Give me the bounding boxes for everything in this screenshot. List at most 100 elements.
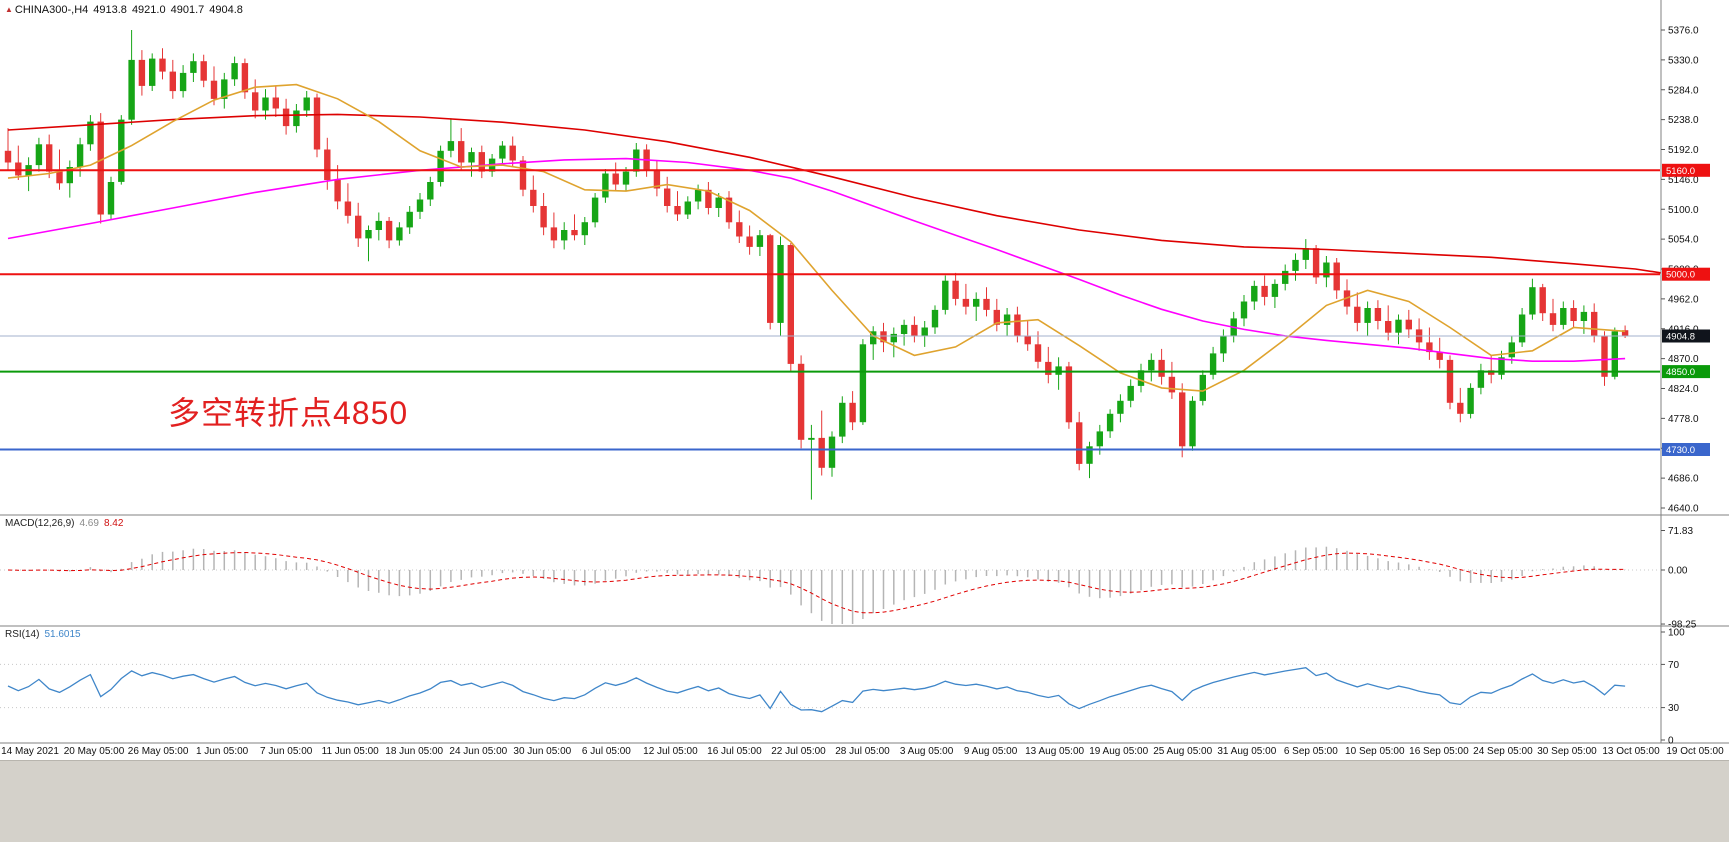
candle [1385,321,1392,333]
axis-tick-label: 5376.0 [1668,26,1699,37]
candle [1096,431,1103,447]
candle [550,227,558,241]
candle [128,59,135,120]
candle [241,63,249,93]
candle [1271,283,1279,297]
svg-text:5000.0: 5000.0 [1666,270,1695,281]
svg-text:4904.8: 4904.8 [1666,332,1695,343]
candle [674,206,681,215]
axis-tick-label: 4778.0 [1668,414,1699,425]
axis-tick-label: 100 [1668,628,1685,639]
time-label: 19 Oct 05:00 [1666,746,1724,757]
candle [1333,262,1340,291]
axis-tick-label: 4686.0 [1668,474,1699,485]
time-label: 10 Sep 05:00 [1345,746,1405,757]
ohlc-low-value: 4901.7 [170,4,205,16]
price-level-tag [1662,365,1710,379]
candle [200,61,207,81]
candle [911,324,918,336]
symbol-timeframe-label: CHINA300-,H4 [14,4,89,16]
candle [1076,422,1083,464]
candle [15,162,22,176]
axis-tick-label: 5146.0 [1668,175,1699,186]
time-label: 7 Jun 05:00 [260,746,313,757]
candle [499,145,506,159]
candle [1395,319,1402,333]
candle [828,436,836,468]
rsi-name-label: RSI(14) [5,629,40,640]
candle [107,182,115,215]
candle [138,59,146,86]
axis-tick-label: 5330.0 [1668,55,1699,66]
candle [1364,308,1371,323]
candle [355,215,362,239]
candle [4,150,12,163]
macd-signal-value: 8.42 [103,518,124,529]
candle [756,235,764,247]
candle [1199,374,1206,401]
candle [231,63,238,80]
candlestick-chart[interactable]: 5376.0 5330.0 5284.0 5238.0 5192.0 5146.0 5100… [0,0,1729,744]
time-label: 13 Oct 05:00 [1602,746,1660,757]
candle [1498,357,1505,375]
candle [530,189,537,206]
candle [87,121,94,145]
candle [715,197,722,208]
rsi-line [7,667,1626,713]
candle [416,199,424,212]
time-label: 3 Aug 05:00 [899,746,954,757]
candle [1168,376,1176,393]
rsi-panel [0,663,1660,713]
candle [664,188,671,206]
candle [1611,331,1618,377]
candle [684,201,691,215]
candle [1374,308,1382,321]
candle [1106,413,1114,432]
macd-panel [0,546,1660,624]
axis-tick-label: 70 [1668,660,1680,671]
time-label: 22 Jul 05:00 [771,746,826,757]
candle [1457,402,1464,414]
price-level-tag [1662,163,1710,177]
candle [591,197,599,223]
candle [468,152,475,163]
candle [1580,311,1588,321]
axis-tick-label: 5100.0 [1668,205,1699,216]
time-axis[interactable]: 14 May 2021 20 May 05:00 26 May 05:00 1 Jun… [0,744,1729,760]
candle [1209,353,1217,375]
candle [859,344,867,423]
time-label: 28 Jul 05:00 [835,746,890,757]
candle [1034,344,1042,362]
candle [1302,248,1309,260]
candle [396,227,403,241]
candle [1570,308,1577,321]
candle [1467,387,1474,414]
candle [344,201,352,216]
candle [1539,287,1546,314]
candle [602,173,609,198]
candle [334,180,341,202]
price-scale[interactable]: 5376.0 5330.0 5284.0 5238.0 5192.0 5146.0 5100… [1660,0,1710,744]
time-label: 26 May 05:00 [127,746,189,757]
axis-tick-label: 30 [1668,703,1680,714]
candle [509,145,516,161]
candle [725,197,733,223]
candle [221,79,228,99]
candle [375,220,382,230]
candle [1065,366,1073,423]
candle [839,402,846,437]
candle [777,245,784,323]
candle [870,331,877,345]
candle [210,80,218,99]
candle [900,324,908,334]
candle [1282,270,1289,284]
candle [622,171,630,185]
candle [1014,314,1021,336]
candle [1179,392,1186,447]
candle [190,61,197,73]
candle [365,230,372,239]
candle [1261,285,1268,297]
axis-tick-label: 5238.0 [1668,115,1699,126]
ohlc-close-value: 4904.8 [209,4,243,16]
